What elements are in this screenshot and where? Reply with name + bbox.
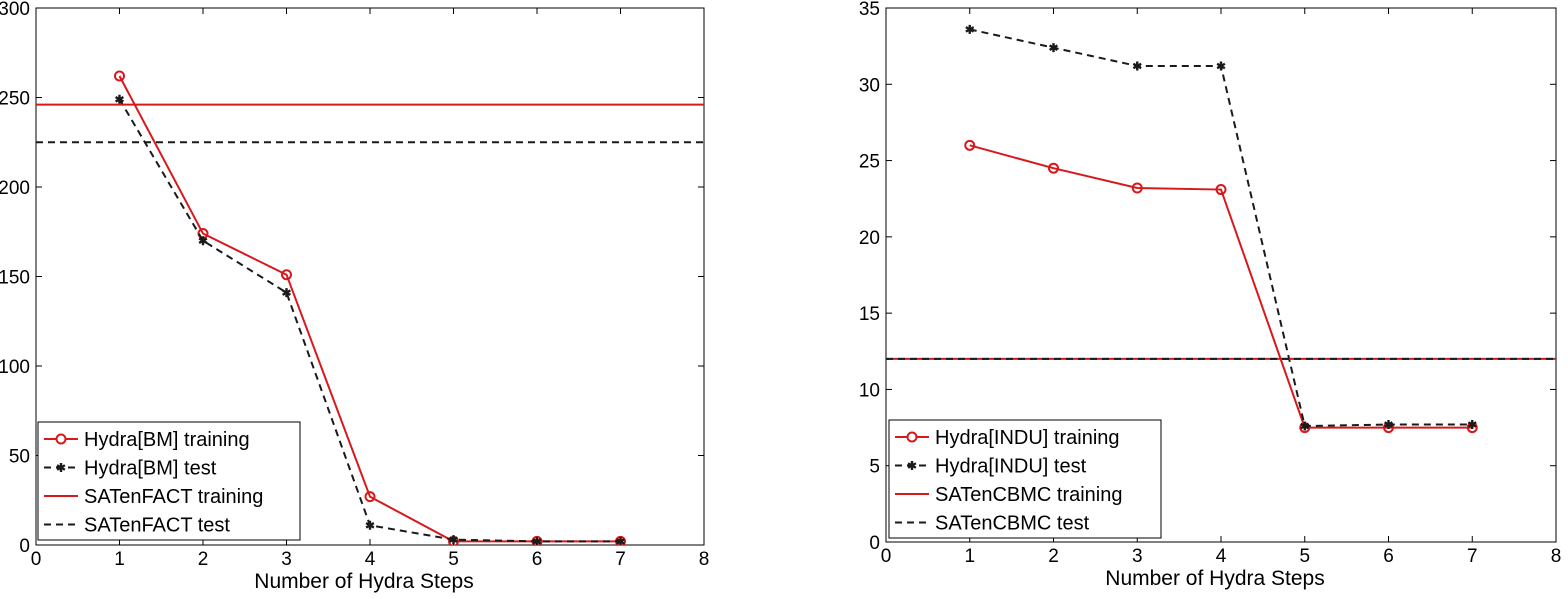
x-tick-label: 1 (964, 546, 975, 567)
x-tick-label: 4 (1216, 546, 1227, 567)
chart-2: 0 1 2 3 4 5 6 7 8 0 5 10 15 20 25 30 35 Number of Hydra S… (859, 0, 1561, 590)
series-0-point (281, 269, 292, 281)
legend: Hydra[INDU] training Hydra[INDU] test SATe… (888, 419, 1162, 539)
x-tick-label: 8 (1551, 546, 1562, 567)
y-tick-label: 0 (19, 536, 30, 557)
y-tick-label: 5 (869, 457, 880, 478)
x-tick-label: 5 (448, 549, 459, 570)
y-tick-label: 150 (0, 268, 30, 289)
y-tick-label: 20 (859, 228, 880, 249)
series-1-point (115, 94, 124, 104)
x-tick-label: 0 (31, 549, 42, 570)
legend: Hydra[BM] training Hydra[BM] test SATenFAC… (37, 421, 301, 541)
y-tick-label: 100 (0, 357, 30, 378)
legend-marker (56, 463, 66, 472)
legend-box (37, 421, 301, 541)
series-0-point (964, 139, 976, 151)
series-1-point (198, 236, 208, 246)
x-tick-label: 1 (114, 549, 125, 570)
x-tick-label: 4 (365, 549, 376, 570)
x-axis-label: Number of Hydra Steps (254, 570, 473, 593)
y-tick-label: 50 (9, 447, 30, 468)
series-1-point (365, 520, 375, 530)
y-tick-label: 0 (869, 533, 880, 554)
series-1-point (1049, 43, 1058, 53)
x-tick-label: 5 (1299, 546, 1310, 567)
series-0-point (1215, 184, 1227, 196)
series-1-point (532, 536, 542, 545)
series-0-point (1048, 162, 1059, 174)
series-1-point (1132, 61, 1142, 71)
y-tick-label: 250 (0, 89, 30, 110)
legend-entry: SATenFACT test (84, 515, 230, 537)
legend-entry: Hydra[INDU] training (935, 427, 1120, 449)
series-0-point (364, 491, 376, 503)
x-tick-label: 2 (1048, 546, 1059, 567)
series-1-point (449, 535, 458, 545)
legend-marker (55, 433, 67, 445)
legend-box (888, 419, 1162, 539)
y-tick-label: 10 (859, 380, 880, 401)
chart-1: 0 1 2 3 4 5 6 7 8 0 50 100 150 200 250 300 Number of Hyd… (0, 0, 709, 593)
series-1-point (1300, 421, 1310, 431)
legend-entry: SATenFACT training (84, 486, 263, 508)
series-1-point (616, 536, 625, 545)
series-0-point (114, 70, 125, 82)
x-tick-label: 3 (1132, 546, 1143, 567)
legend-entry: SATenCBMC test (935, 513, 1090, 535)
legend-entry: Hydra[BM] training (84, 429, 250, 451)
x-tick-label: 6 (1383, 546, 1394, 567)
y-tick-label: 300 (0, 0, 30, 20)
y-tick-label: 35 (859, 0, 880, 20)
series-1-point (282, 288, 291, 298)
series-1-point (1384, 420, 1393, 430)
legend-entry: SATenCBMC training (935, 484, 1122, 506)
x-tick-label: 7 (615, 549, 626, 570)
series-line-0 (969, 144, 1473, 429)
legend-marker (907, 461, 917, 470)
y-tick-label: 30 (859, 75, 880, 96)
series-1-point (1216, 61, 1226, 71)
series-1-point (1467, 420, 1477, 430)
x-tick-label: 7 (1467, 546, 1478, 567)
chart-1-series (36, 70, 704, 545)
y-tick-label: 15 (859, 304, 880, 325)
legend-entry: Hydra[BM] test (84, 458, 217, 480)
x-tick-label: 2 (198, 549, 209, 570)
x-axis-label: Number of Hydra Steps (1105, 567, 1324, 590)
y-tick-label: 25 (859, 152, 880, 173)
y-tick-label: 200 (0, 178, 30, 199)
series-line-1 (969, 28, 1473, 428)
legend-marker (906, 431, 918, 443)
x-tick-label: 3 (281, 549, 292, 570)
legend-entry: Hydra[INDU] test (935, 456, 1087, 478)
series-0-point (1131, 182, 1143, 194)
chart-2-series (886, 24, 1556, 434)
x-tick-label: 8 (699, 549, 710, 570)
series-1-point (965, 24, 975, 34)
x-tick-label: 0 (881, 546, 892, 567)
x-tick-label: 6 (532, 549, 543, 570)
